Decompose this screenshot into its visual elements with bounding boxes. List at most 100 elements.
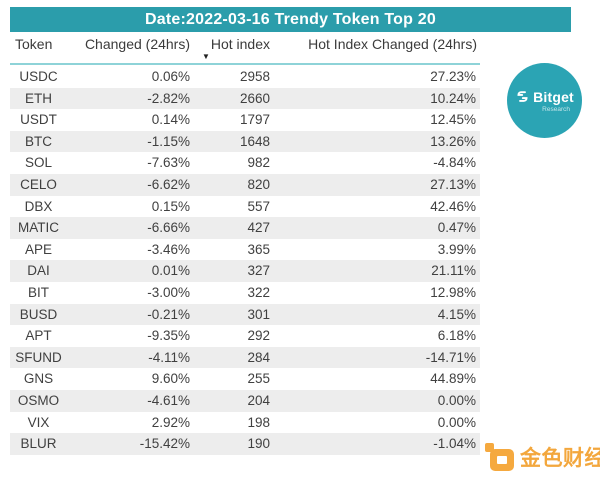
cell-hot-index-changed-24hrs: 0.00% — [437, 414, 476, 430]
table-row: DBX 0.15% 557 42.46% — [10, 196, 480, 218]
cell-changed-24hrs: -3.46% — [147, 241, 190, 257]
cell-hot-index-changed-24hrs: 4.15% — [437, 306, 476, 322]
bitget-logo-text: Bitget — [533, 88, 574, 105]
cell-token: BUSD — [19, 306, 58, 322]
cell-hot-index: 820 — [247, 176, 270, 192]
cell-hot-index-changed-24hrs: -14.71% — [425, 349, 476, 365]
cell-changed-24hrs: -4.11% — [148, 349, 190, 365]
cell-hot-index: 427 — [247, 220, 270, 236]
cell-hot-index-changed-24hrs: 12.45% — [430, 112, 476, 128]
cell-hot-index: 2958 — [239, 69, 270, 84]
cell-token: BTC — [25, 133, 52, 149]
table-row: USDT 0.14% 1797 12.45% — [10, 109, 480, 131]
jinse-finance-logo: 金色财经 — [484, 442, 600, 472]
cell-hot-index-changed-24hrs: 42.46% — [430, 198, 476, 214]
cell-hot-index-changed-24hrs: -4.84% — [433, 155, 476, 171]
cell-hot-index: 284 — [247, 349, 270, 365]
cell-changed-24hrs: 9.60% — [151, 371, 190, 387]
cell-hot-index: 301 — [247, 306, 270, 322]
cell-changed-24hrs: 0.14% — [151, 112, 190, 128]
bitget-logo: Bitget Research — [507, 63, 582, 138]
cell-token: USDT — [20, 112, 57, 128]
table-row: APE -3.46% 365 3.99% — [10, 239, 480, 261]
cell-hot-index-changed-24hrs: 10.24% — [430, 90, 476, 106]
table-row: BTC -1.15% 1648 13.26% — [10, 130, 480, 153]
cell-changed-24hrs: -9.35% — [147, 328, 190, 344]
cell-changed-24hrs: -6.62% — [147, 176, 190, 192]
cell-hot-index: 190 — [247, 436, 270, 452]
column-header-hot-index-changed-24hrs[interactable]: Hot Index Changed (24hrs) — [308, 36, 477, 52]
cell-changed-24hrs: -7.63% — [147, 155, 190, 171]
sort-descending-icon[interactable]: ▼ — [202, 52, 210, 61]
cell-changed-24hrs: 0.15% — [151, 198, 190, 214]
cell-hot-index: 322 — [247, 284, 270, 300]
table-body: USDC 0.06% 2958 27.23% ETH -2.82% 2660 10.24% US… — [10, 66, 480, 455]
column-header-hot-index[interactable]: Hot index — [210, 36, 270, 52]
cell-hot-index-changed-24hrs: 27.13% — [430, 176, 476, 192]
cell-token: BIT — [27, 284, 49, 300]
cell-hot-index: 327 — [247, 263, 270, 279]
cell-hot-index: 292 — [247, 328, 270, 344]
table-row: VIX 2.92% 198 0.00% — [10, 412, 480, 434]
cell-token: GNS — [23, 371, 54, 387]
table-row: BLUR -15.42% 190 -1.04% — [10, 433, 480, 455]
cell-changed-24hrs: -1.15% — [147, 133, 190, 149]
table-row: CELO -6.62% 820 27.13% — [10, 173, 480, 196]
bitget-research-label: Research — [542, 105, 570, 113]
cell-hot-index: 982 — [247, 155, 270, 171]
jinse-finance-text: 金色财经 — [520, 447, 600, 470]
cell-hot-index-changed-24hrs: -1.04% — [433, 436, 476, 452]
cell-hot-index: 365 — [247, 241, 270, 257]
cell-hot-index: 2660 — [239, 90, 270, 106]
table-row: SFUND -4.11% 284 -14.71% — [10, 346, 480, 369]
cell-hot-index-changed-24hrs: 12.98% — [430, 284, 476, 300]
table-row: SOL -7.63% 982 -4.84% — [10, 152, 480, 174]
cell-hot-index-changed-24hrs: 0.47% — [437, 220, 476, 236]
table-header: Token Changed (24hrs) Hot index Hot Index C… — [10, 33, 480, 55]
page-title: Date:2022-03-16 Trendy Token Top 20 — [10, 7, 571, 32]
cell-token: BLUR — [20, 436, 57, 452]
cell-token: USDC — [19, 69, 58, 84]
cell-token: MATIC — [18, 220, 59, 236]
cell-token: DBX — [24, 198, 53, 214]
token-table: Token Changed (24hrs) Hot index Hot Index C… — [10, 33, 480, 455]
jinse-finance-icon — [484, 442, 515, 472]
cell-changed-24hrs: 0.06% — [151, 69, 190, 84]
cell-token: VIX — [27, 414, 50, 430]
table-row: MATIC -6.66% 427 0.47% — [10, 217, 480, 239]
cell-hot-index: 255 — [247, 371, 270, 387]
table-row: DAI 0.01% 327 21.11% — [10, 260, 480, 282]
cell-token: ETH — [25, 90, 52, 106]
table-row: APT -9.35% 292 6.18% — [10, 325, 480, 347]
table-row: OSMO -4.61% 204 0.00% — [10, 389, 480, 412]
cell-hot-index-changed-24hrs: 44.89% — [430, 371, 476, 387]
cell-token: DAI — [27, 263, 50, 279]
cell-hot-index-changed-24hrs: 3.99% — [437, 241, 476, 257]
cell-token: CELO — [20, 176, 57, 192]
bitget-swap-icon — [515, 89, 530, 104]
sort-zone: ▼ — [10, 52, 480, 63]
cell-changed-24hrs: -0.21% — [147, 306, 190, 322]
cell-hot-index: 1648 — [239, 133, 270, 149]
cell-changed-24hrs: -2.82% — [147, 90, 190, 106]
cell-token: APT — [25, 328, 52, 344]
cell-token: APE — [24, 241, 52, 257]
cell-hot-index: 1797 — [239, 112, 270, 128]
table-row: ETH -2.82% 2660 10.24% — [10, 87, 480, 110]
cell-hot-index-changed-24hrs: 27.23% — [430, 69, 476, 84]
table-row: GNS 9.60% 255 44.89% — [10, 368, 480, 390]
cell-token: SFUND — [15, 349, 62, 365]
column-header-changed-24hrs[interactable]: Changed (24hrs) — [84, 36, 190, 52]
cell-hot-index: 198 — [247, 414, 270, 430]
cell-token: OSMO — [17, 392, 60, 408]
cell-hot-index-changed-24hrs: 0.00% — [437, 392, 476, 408]
cell-changed-24hrs: 0.01% — [151, 263, 190, 279]
column-header-token[interactable]: Token — [15, 36, 53, 52]
cell-hot-index-changed-24hrs: 13.26% — [430, 133, 476, 149]
cell-changed-24hrs: -3.00% — [147, 284, 190, 300]
table-row: USDC 0.06% 2958 27.23% — [10, 66, 480, 88]
cell-changed-24hrs: -4.61% — [147, 392, 190, 408]
header-divider — [10, 63, 480, 65]
cell-hot-index: 557 — [247, 198, 270, 214]
